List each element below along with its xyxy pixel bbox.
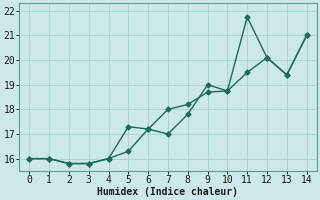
X-axis label: Humidex (Indice chaleur): Humidex (Indice chaleur) (98, 186, 238, 197)
